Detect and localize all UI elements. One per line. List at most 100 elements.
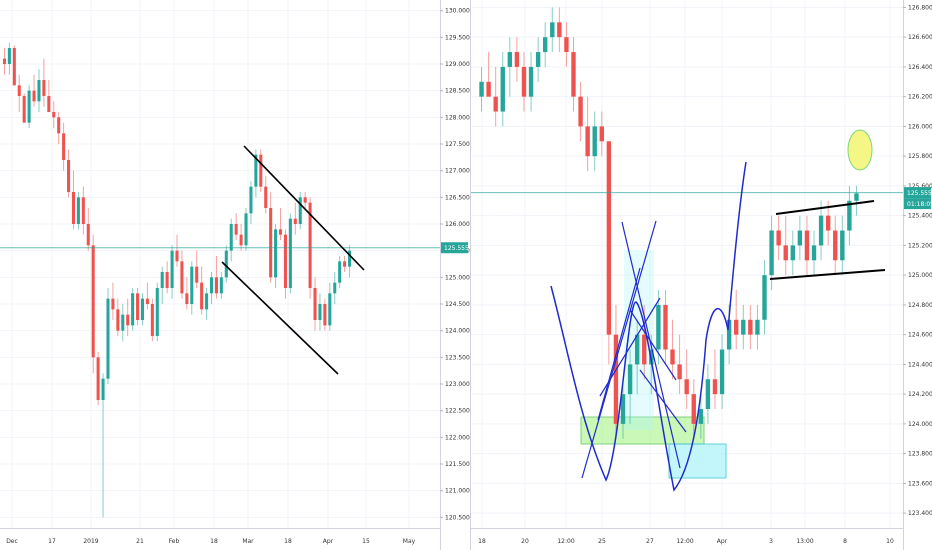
candle bbox=[126, 298, 130, 336]
candle bbox=[214, 256, 218, 299]
x-tick-label: 18 bbox=[284, 538, 292, 545]
chart-left[interactable]: 120.500 121.000 121.500 122.000 122.500 123.0… bbox=[0, 0, 470, 550]
candle-body bbox=[684, 379, 689, 395]
candle-body bbox=[175, 250, 179, 262]
candle bbox=[160, 266, 164, 304]
candle-body bbox=[269, 208, 273, 278]
x-tick-label: 15 bbox=[362, 538, 370, 545]
candle-body bbox=[52, 112, 56, 118]
candle bbox=[698, 394, 704, 439]
candle-body bbox=[111, 298, 115, 310]
candle bbox=[734, 290, 739, 350]
candle bbox=[42, 58, 46, 107]
candle-body bbox=[769, 230, 774, 276]
x-tick-label: 18 bbox=[210, 538, 218, 545]
x-tick-label: Dec bbox=[6, 538, 18, 545]
candle bbox=[37, 69, 41, 112]
candle-body bbox=[313, 288, 317, 320]
chart-right[interactable]: 123.400 123.600 123.800 124.000 124.200 124.4… bbox=[470, 0, 932, 550]
candle-body bbox=[244, 213, 248, 246]
candle bbox=[32, 74, 36, 107]
candle bbox=[564, 22, 569, 67]
candle bbox=[748, 304, 753, 350]
x-tick-label: 20 bbox=[521, 538, 529, 545]
candle-body bbox=[479, 81, 484, 97]
candle bbox=[578, 81, 583, 142]
candle bbox=[338, 256, 342, 288]
candle bbox=[535, 37, 541, 82]
y-tick-label: 125.000 bbox=[908, 272, 932, 279]
candle-body bbox=[677, 364, 682, 380]
y-tick-label: 125.600 bbox=[908, 183, 932, 190]
y-tick-label: 127.500 bbox=[445, 141, 470, 148]
candle-body bbox=[308, 202, 312, 288]
x-tick-label: 13:00 bbox=[796, 538, 813, 545]
left-overlays bbox=[0, 145, 440, 375]
candle-body bbox=[288, 218, 292, 288]
x-tick-label: 25 bbox=[598, 538, 606, 545]
y-tick-label: 129.500 bbox=[445, 34, 470, 41]
candle-body bbox=[620, 394, 626, 424]
harmonic-pattern-line bbox=[629, 309, 677, 381]
candle bbox=[274, 224, 278, 288]
candle bbox=[670, 319, 675, 380]
x-tick-label: 12:00 bbox=[676, 538, 693, 545]
candle bbox=[762, 260, 767, 335]
y-tick-label: 121.500 bbox=[445, 461, 470, 468]
y-tick-label: 126.400 bbox=[908, 64, 932, 71]
candle-body bbox=[726, 319, 732, 350]
harmonic-pattern-line bbox=[639, 369, 687, 433]
candle-body bbox=[219, 277, 223, 294]
wedge-lower-line bbox=[769, 269, 886, 280]
x-tick-label: 21 bbox=[136, 538, 144, 545]
candle bbox=[293, 202, 297, 235]
left-price-axis[interactable]: 120.500 121.000 121.500 122.000 122.500 123.0… bbox=[440, 0, 470, 550]
candle bbox=[76, 192, 80, 230]
candle bbox=[229, 218, 233, 262]
countdown-label: 01:18:05 bbox=[907, 201, 932, 208]
candle bbox=[86, 208, 90, 251]
y-tick-label: 127.000 bbox=[445, 168, 470, 175]
candle-body bbox=[627, 364, 633, 395]
candle-body bbox=[599, 126, 604, 142]
candle-body bbox=[131, 293, 135, 326]
candle bbox=[783, 215, 788, 276]
candle bbox=[634, 319, 640, 395]
left-time-axis[interactable]: Dec 17 2019 21 Feb 18 Mar 18 Apr 15 May bbox=[0, 528, 440, 546]
candle-body bbox=[62, 133, 66, 160]
x-tick-label: Feb bbox=[169, 538, 180, 545]
candle bbox=[741, 304, 746, 350]
candle-body bbox=[274, 229, 278, 278]
candle bbox=[811, 230, 817, 276]
candle bbox=[52, 101, 56, 128]
left-plot-bg bbox=[0, 0, 440, 528]
price-axis-bg bbox=[440, 0, 470, 550]
candle-body bbox=[705, 379, 711, 410]
candle-body bbox=[7, 48, 11, 64]
candle-body bbox=[71, 192, 76, 224]
candle-body bbox=[298, 197, 302, 224]
candle bbox=[288, 213, 292, 294]
x-tick-label: 18 bbox=[478, 538, 486, 545]
candle bbox=[804, 215, 810, 276]
right-time-axis[interactable]: 18 20 12:00 25 27 12:00 Apr 3 13:00 8 10 bbox=[470, 528, 903, 546]
candle bbox=[101, 373, 105, 518]
candle bbox=[684, 349, 689, 410]
candle-body bbox=[155, 288, 159, 336]
y-tick-label: 122.000 bbox=[445, 434, 470, 441]
current-price-label: 125.555 bbox=[907, 190, 932, 197]
current-price-label: 125.555 bbox=[444, 245, 469, 252]
x-tick-label: Apr bbox=[323, 538, 334, 545]
y-tick-label: 124.000 bbox=[908, 421, 932, 428]
candle-body bbox=[101, 378, 105, 400]
y-tick-label: 126.000 bbox=[445, 221, 470, 228]
candle-body bbox=[606, 141, 612, 335]
candle bbox=[840, 215, 845, 276]
candle-body bbox=[91, 245, 95, 358]
candle-body bbox=[185, 293, 189, 304]
y-tick-label: 130.000 bbox=[445, 8, 470, 15]
right-price-axis[interactable]: 123.400 123.600 123.800 124.000 124.200 124.4… bbox=[903, 0, 932, 550]
candle bbox=[209, 272, 214, 304]
candle bbox=[528, 52, 534, 112]
candle-body bbox=[783, 245, 788, 261]
